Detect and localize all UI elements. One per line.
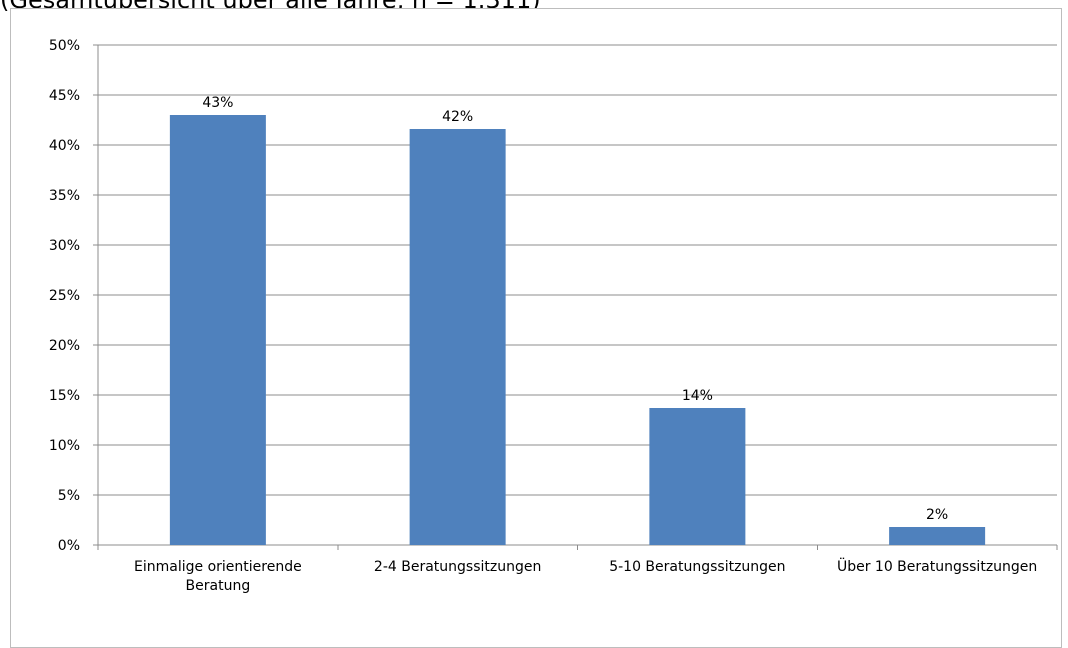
y-tick-label: 0% bbox=[58, 538, 80, 554]
y-tick-label: 20% bbox=[49, 338, 80, 354]
data-label: 42% bbox=[442, 109, 473, 125]
y-tick-label: 40% bbox=[49, 138, 80, 154]
y-tick-label: 25% bbox=[49, 288, 80, 304]
data-label: 43% bbox=[202, 95, 233, 111]
y-tick-label: 30% bbox=[49, 238, 80, 254]
bar bbox=[649, 408, 746, 545]
y-tick-label: 10% bbox=[49, 438, 80, 454]
bar bbox=[169, 115, 266, 545]
bar-chart: 0% 5% 10% 15% 20% 25% 30% 35% 40% 45% 50% 43% Einmal… bbox=[49, 38, 1058, 594]
y-tick-label: 5% bbox=[58, 488, 80, 504]
y-tick-label: 45% bbox=[49, 88, 80, 104]
x-tick-label: Beratung bbox=[186, 578, 251, 594]
data-label: 2% bbox=[926, 507, 948, 523]
x-tick-label: Über 10 Beratungssitzungen bbox=[837, 557, 1037, 575]
data-label: 14% bbox=[682, 388, 713, 404]
x-tick-label: 2-4 Beratungssitzungen bbox=[374, 559, 541, 575]
x-tick-label: Einmalige orientierende bbox=[134, 559, 302, 575]
x-tick-label: 5-10 Beratungssitzungen bbox=[609, 559, 785, 575]
y-tick-label: 35% bbox=[49, 188, 80, 204]
y-tick-label: 15% bbox=[49, 388, 80, 404]
bar bbox=[889, 527, 986, 545]
bar bbox=[409, 129, 506, 545]
y-tick-label: 50% bbox=[49, 38, 80, 54]
